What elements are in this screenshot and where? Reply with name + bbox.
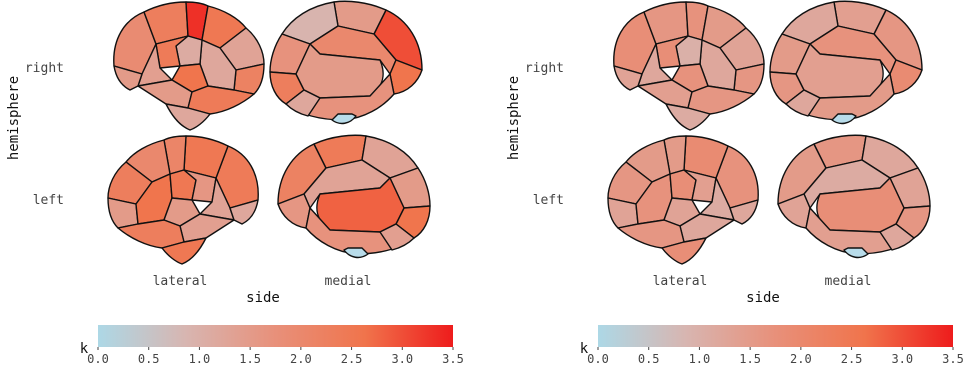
colorbar-tick-label: 1.0	[189, 352, 211, 366]
colorbar-tick-label: 1.5	[739, 352, 761, 366]
row-label-right: right	[25, 61, 64, 76]
y-axis-title: hemisphere	[506, 76, 522, 160]
region-left-medial-11	[843, 247, 869, 259]
colorbar-tick-label: 3.5	[942, 352, 964, 366]
x-axis-title: side	[246, 290, 280, 306]
region-left-lateral-11	[729, 199, 759, 225]
colorbar-label: k	[80, 341, 89, 357]
brain-panel-2: hemisphere side right left lateral medial k 0.0…	[500, 0, 968, 373]
region-right-medial-10	[285, 89, 321, 117]
brain-right-medial	[769, 0, 923, 125]
colorbar-label: k	[580, 341, 589, 357]
brain-right-lateral	[113, 1, 265, 131]
region-right-lateral-11	[613, 65, 643, 91]
colorbar-tick-label: 2.0	[290, 352, 312, 366]
brain-left-lateral	[107, 135, 259, 265]
colorbar-tick-label: 1.5	[239, 352, 261, 366]
brain-left-medial	[777, 134, 931, 259]
colorbar-tick-label: 0.0	[587, 352, 609, 366]
col-label-lateral: lateral	[153, 274, 208, 289]
colorbar	[598, 325, 953, 347]
row-label-right: right	[525, 61, 564, 76]
region-right-lateral-15	[665, 103, 711, 131]
brain-right-medial	[269, 0, 423, 125]
region-left-lateral-15	[161, 237, 207, 265]
colorbar-tick-label: 2.5	[841, 352, 863, 366]
brain-panel-1: hemisphere side right left lateral medial k 0.0…	[6, 0, 464, 366]
region-left-medial-11	[343, 247, 369, 259]
colorbar-tick-label: 2.5	[341, 352, 363, 366]
brain-left-medial	[277, 134, 431, 259]
brain-right-lateral	[613, 1, 765, 131]
region-right-lateral-15	[165, 103, 211, 131]
colorbar-tick-label: 3.0	[891, 352, 913, 366]
region-left-lateral-15	[661, 237, 707, 265]
col-label-lateral: lateral	[653, 274, 708, 289]
colorbar-tick-label: 0.5	[638, 352, 660, 366]
colorbar-tick-label: 0.5	[138, 352, 160, 366]
region-left-medial-10	[879, 223, 915, 251]
region-right-medial-11	[331, 113, 357, 125]
row-label-left: left	[533, 193, 564, 208]
col-label-medial: medial	[325, 274, 372, 289]
region-right-lateral-11	[113, 65, 143, 91]
colorbar-tick-label: 1.0	[689, 352, 711, 366]
region-right-medial-11	[831, 113, 857, 125]
colorbar-tick-label: 3.0	[391, 352, 413, 366]
row-label-left: left	[33, 193, 64, 208]
colorbar-tick-label: 3.5	[442, 352, 464, 366]
region-left-medial-10	[379, 223, 415, 251]
colorbar-tick-label: 0.0	[87, 352, 109, 366]
y-axis-title: hemisphere	[6, 76, 22, 160]
brain-left-lateral	[607, 135, 759, 265]
region-right-medial-10	[785, 89, 821, 117]
region-left-lateral-11	[229, 199, 259, 225]
col-label-medial: medial	[825, 274, 872, 289]
brain-plot-1: hemisphere side right left lateral medial k0.0…	[6, 0, 464, 366]
brain-plot-2: hemisphere side right left lateral medial k0.0…	[506, 0, 964, 366]
colorbar-tick-label: 2.0	[790, 352, 812, 366]
colorbar	[98, 325, 453, 347]
x-axis-title: side	[746, 290, 780, 306]
